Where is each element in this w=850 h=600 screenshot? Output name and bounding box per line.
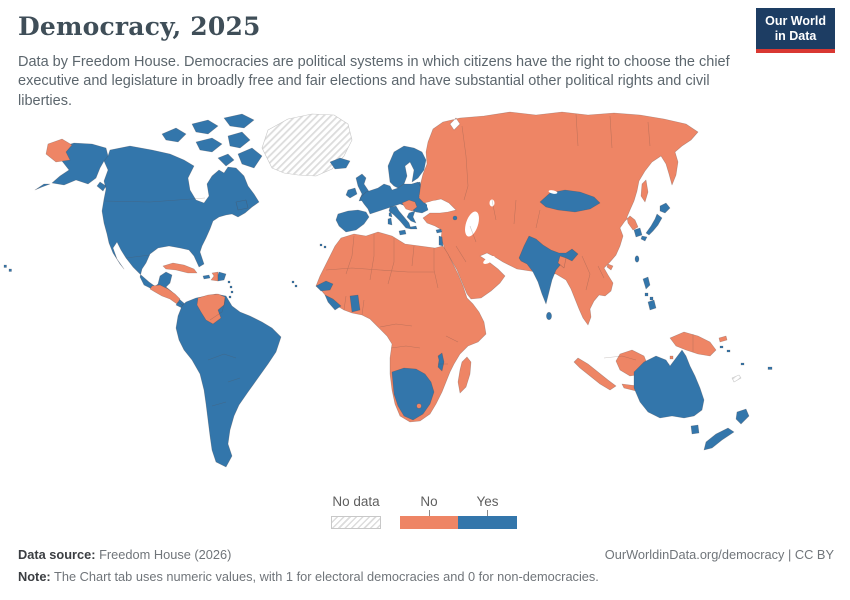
map-region-southern-africa[interactable] (391, 367, 435, 421)
map-region-jamaica[interactable] (202, 274, 211, 280)
country-borders (103, 113, 694, 407)
map-region-south-korea[interactable] (633, 227, 643, 238)
map-region-venezuela[interactable] (196, 293, 226, 325)
footer-source-label: Data source: (18, 547, 96, 562)
persian-gulf (483, 256, 495, 264)
map-region-senegal[interactable] (315, 280, 334, 292)
map-region-lesser-antilles[interactable] (227, 280, 234, 299)
map-region-lesotho[interactable] (416, 403, 422, 409)
map-region-western-balkans[interactable] (401, 199, 418, 212)
map-region-pacific-islands[interactable] (719, 345, 773, 370)
legend-yes-label[interactable]: Yes (476, 494, 499, 509)
map-region-new-caledonia[interactable] (731, 374, 742, 383)
footer-source-value[interactable]: Freedom House (2026) (99, 547, 232, 562)
map-region-dominican-republic[interactable] (217, 271, 227, 282)
legend-yes-swatch[interactable] (458, 516, 517, 529)
map-region-chukotka-west[interactable] (45, 138, 73, 163)
map-region-ireland[interactable] (345, 187, 358, 199)
map-region-armenia[interactable] (452, 215, 458, 221)
footer-source-line: Data source: Freedom House (2026) (18, 547, 231, 562)
footer-note-line: Note: The Chart tab uses numeric values,… (18, 569, 599, 584)
map-region-scandinavia[interactable] (387, 145, 427, 189)
map-region-israel[interactable] (438, 235, 444, 247)
map-region-new-zealand[interactable] (703, 408, 750, 451)
footer-citation-link[interactable]: OurWorldinData.org/democracy | CC BY (604, 547, 834, 562)
legend-no-swatch[interactable] (400, 516, 458, 529)
aral-sea (489, 199, 495, 207)
inland-seas (427, 190, 558, 264)
map-region-sierra-leone-liberia[interactable] (324, 294, 342, 311)
map-region-malawi[interactable] (437, 352, 445, 372)
map-region-japan[interactable] (640, 202, 671, 242)
page-title: Democracy, 2025 (18, 12, 261, 41)
caspian-sea (465, 211, 479, 237)
map-region-central-america-north[interactable] (149, 284, 181, 305)
footer-note-label: Note: (18, 569, 51, 584)
map-region-sri-lanka[interactable] (546, 311, 552, 321)
map-region-cuba[interactable] (162, 262, 198, 274)
legend-no-data-label[interactable]: No data (332, 494, 380, 509)
legend-tick-yes (487, 510, 488, 516)
map-region-australia[interactable] (633, 349, 705, 435)
black-sea (427, 200, 445, 212)
map-region-iceland[interactable] (329, 157, 351, 170)
owid-logo-line2: in Data (774, 28, 817, 43)
map-region-iberia[interactable] (335, 209, 370, 233)
lake-balkhash (548, 190, 558, 194)
map-region-mongolia[interactable] (539, 189, 601, 213)
map-region-north-america[interactable] (34, 113, 263, 312)
map-region-madagascar[interactable] (457, 356, 472, 394)
map-region-haiti[interactable] (210, 271, 219, 282)
map-region-philippines[interactable] (642, 276, 657, 311)
map-region-eurasia[interactable] (418, 111, 699, 326)
map-region-hawaii[interactable] (3, 264, 12, 272)
map-region-greece[interactable] (406, 210, 418, 230)
footer-note-value: The Chart tab uses numeric values, with … (54, 569, 599, 584)
map-region-south-america[interactable] (175, 293, 282, 468)
map-region-cape-verde[interactable] (291, 280, 298, 288)
map-region-canary-islands[interactable] (319, 243, 327, 249)
world-map (3, 111, 773, 468)
legend-no-data-swatch[interactable] (331, 516, 381, 529)
map-region-taiwan[interactable] (634, 255, 640, 263)
legend-tick-no (429, 510, 430, 516)
map-region-bangladesh[interactable] (557, 255, 567, 269)
map-region-ghana[interactable] (349, 294, 361, 313)
owid-logo-line1: Our World (765, 14, 826, 28)
map-region-new-guinea[interactable] (669, 331, 728, 357)
map-region-italy[interactable] (387, 205, 412, 236)
map-region-greenland[interactable] (261, 113, 353, 177)
chart-subtitle: Data by Freedom House. Democracies are p… (18, 54, 730, 109)
owid-logo[interactable]: Our World in Data (756, 8, 835, 53)
legend-no-label[interactable]: No (420, 494, 438, 509)
